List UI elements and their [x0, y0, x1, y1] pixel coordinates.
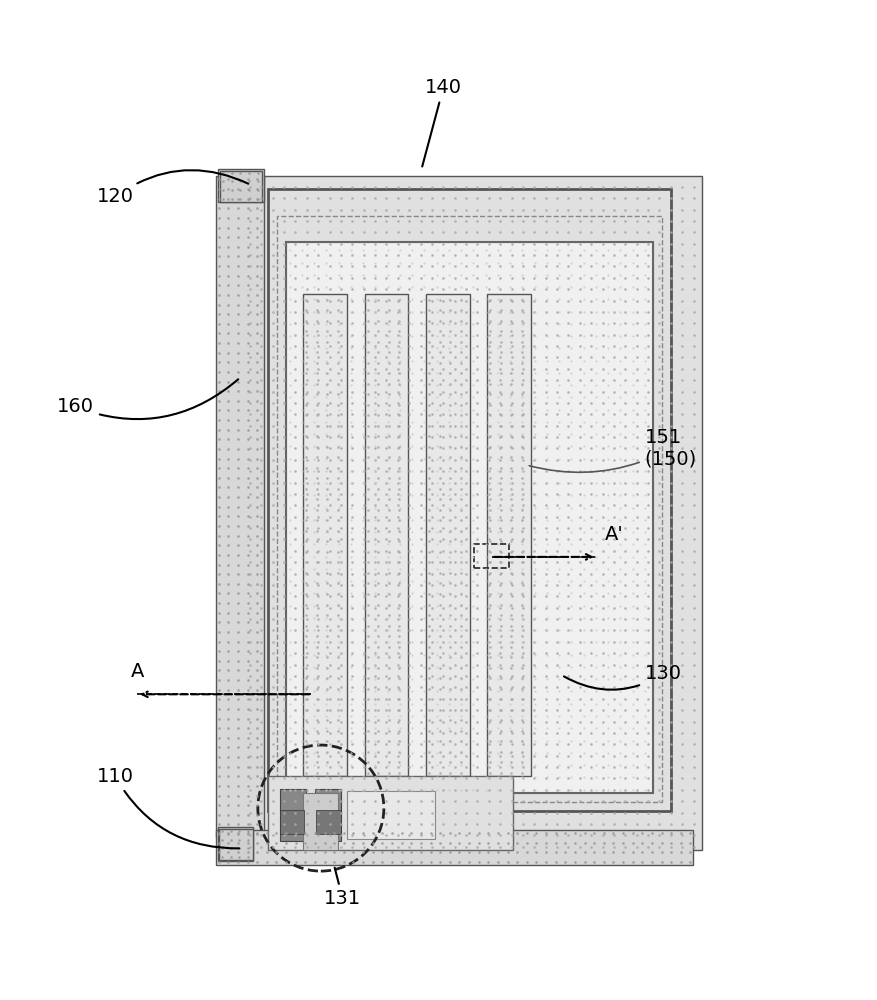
Bar: [487, 294, 531, 776]
Bar: [280, 810, 303, 834]
Bar: [314, 789, 340, 841]
Bar: [364, 294, 408, 776]
Bar: [219, 829, 253, 860]
Bar: [280, 789, 305, 841]
Bar: [474, 544, 509, 568]
Text: 151
(150): 151 (150): [529, 428, 696, 472]
Bar: [216, 176, 264, 837]
Text: A: A: [130, 662, 144, 681]
Text: 131: 131: [324, 868, 360, 908]
Bar: [246, 176, 701, 850]
Bar: [346, 791, 434, 839]
Bar: [286, 242, 652, 793]
Text: 130: 130: [563, 664, 681, 690]
Bar: [220, 171, 262, 202]
Bar: [268, 189, 670, 811]
Bar: [425, 294, 469, 776]
Bar: [303, 294, 346, 776]
Text: A': A': [604, 525, 623, 544]
Bar: [218, 169, 264, 202]
Bar: [316, 810, 340, 834]
Bar: [218, 827, 253, 861]
Text: 160: 160: [57, 379, 238, 419]
Bar: [286, 242, 652, 793]
Text: 120: 120: [96, 170, 248, 206]
Bar: [277, 216, 661, 802]
Text: 140: 140: [422, 78, 461, 166]
Bar: [216, 830, 692, 865]
Text: 110: 110: [96, 767, 239, 848]
Bar: [268, 776, 513, 850]
Bar: [303, 793, 338, 850]
